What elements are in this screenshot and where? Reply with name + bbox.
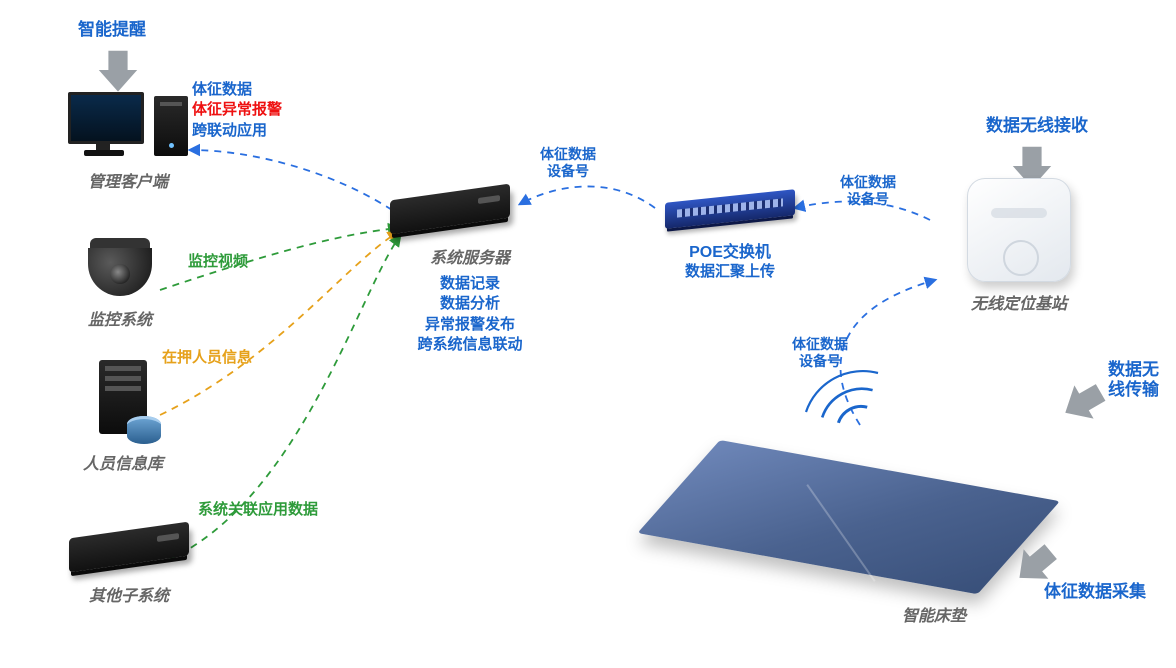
server-slab-icon bbox=[69, 522, 189, 573]
mattress-annot1: 数据无线传输 bbox=[1108, 360, 1168, 401]
node-poe: POE交换机 数据汇聚上传 bbox=[640, 196, 820, 282]
client-annot-title: 智能提醒 bbox=[78, 20, 146, 40]
other-title: 其他子系统 bbox=[54, 582, 204, 606]
client-title: 管理客户端 bbox=[58, 168, 198, 192]
node-server: 系统服务器 数据记录 数据分析 异常报警发布 跨系统信息联动 bbox=[380, 192, 560, 355]
mattress-title: 智能床垫 bbox=[902, 602, 966, 626]
ap-title: 无线定位基站 bbox=[934, 290, 1104, 314]
camera-icon bbox=[80, 238, 160, 302]
node-other: 其他子系统 bbox=[54, 530, 204, 606]
node-persondb: 人员信息库 bbox=[58, 360, 188, 474]
switch-icon bbox=[665, 189, 795, 229]
diagram-canvas: 智能提醒 管理客户端 体征数据 体征异常报警 跨联动应用 监控系统 监控视频 人… bbox=[0, 0, 1176, 668]
server-lines: 数据记录 数据分析 异常报警发布 跨系统信息联动 bbox=[380, 274, 560, 355]
edge-server_to_client bbox=[190, 150, 392, 210]
monitor-edge-label: 监控视频 bbox=[188, 252, 248, 272]
desktop-icon bbox=[68, 92, 188, 162]
edge-mattress_to_ap bbox=[841, 280, 935, 425]
monitor-title: 监控系统 bbox=[60, 306, 180, 330]
ap-edge-label: 体征数据 设备号 bbox=[840, 174, 896, 208]
persondb-title: 人员信息库 bbox=[58, 450, 188, 474]
ap-annot-title: 数据无线接收 bbox=[986, 116, 1088, 136]
poe-title: POE交换机 bbox=[640, 238, 820, 262]
ap-icon bbox=[967, 178, 1071, 282]
mattress-annot2: 体征数据采集 bbox=[1044, 582, 1146, 602]
wifi-arc-2 bbox=[806, 371, 878, 412]
server-title: 系统服务器 bbox=[380, 244, 560, 268]
arrow-down-icon bbox=[94, 46, 142, 94]
wifi-arc-0 bbox=[838, 406, 867, 422]
other-edge-label: 系统关联应用数据 bbox=[198, 500, 318, 520]
poe-edge-label: 体征数据 设备号 bbox=[540, 146, 596, 180]
wifi-arc-1 bbox=[822, 389, 872, 418]
node-ap: 无线定位基站 bbox=[934, 178, 1104, 314]
mattress-edge-label: 体征数据 设备号 bbox=[792, 336, 848, 370]
poe-subtitle: 数据汇聚上传 bbox=[640, 262, 820, 282]
node-monitor: 监控系统 bbox=[60, 238, 180, 330]
node-client: 管理客户端 bbox=[58, 92, 198, 192]
arrow-left-icon bbox=[1051, 369, 1117, 435]
server-icon bbox=[390, 184, 510, 235]
database-icon bbox=[83, 360, 163, 450]
client-lines: 体征数据 体征异常报警 跨联动应用 bbox=[192, 80, 282, 141]
persondb-edge-label: 在押人员信息 bbox=[162, 348, 252, 368]
